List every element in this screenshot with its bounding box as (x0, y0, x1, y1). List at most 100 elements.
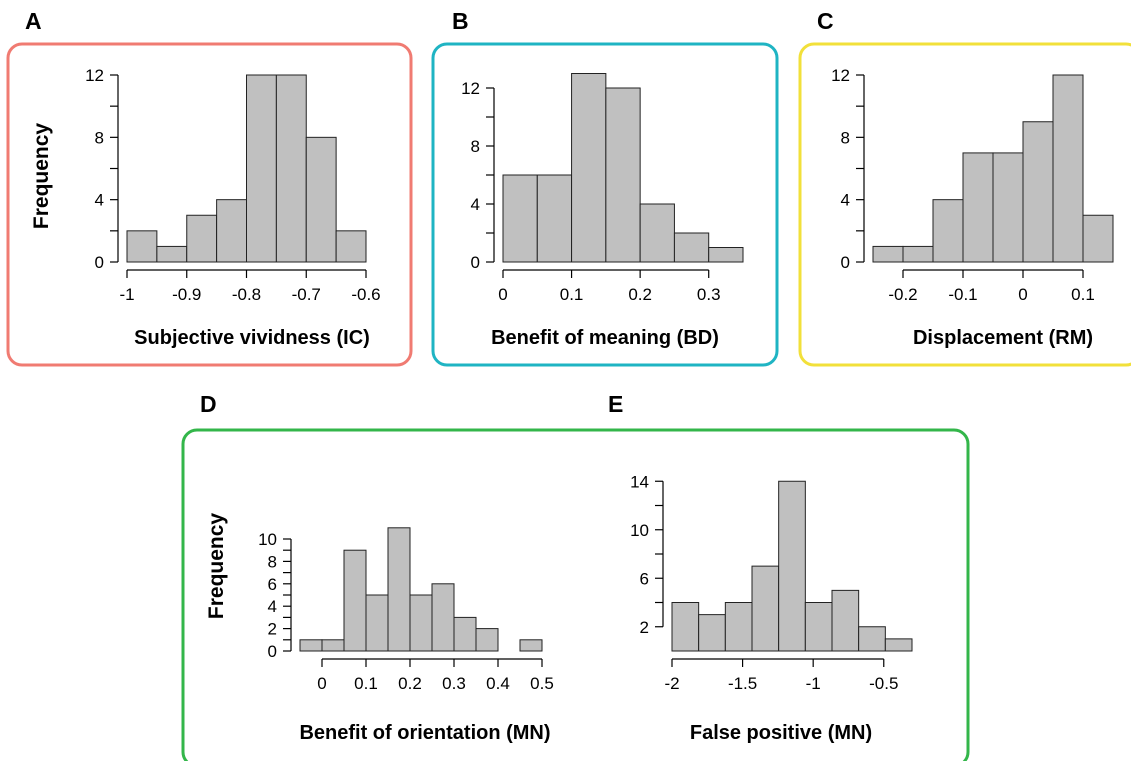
x-tick-label: 0 (1018, 285, 1027, 304)
histogram-subjective-vividness: -1 -0.9 -0.8 -0.7 -0.6 0 4 8 12 Subjective vividn… (30, 66, 381, 349)
histogram-bar (365, 594, 389, 652)
y-tick-label: 2 (640, 618, 649, 637)
x-axis-title: Benefit of orientation (MN) (299, 722, 550, 744)
panel-a-frame (6, 42, 413, 367)
histogram-benefit-of-orientation: 0 0.1 0.2 0.3 0.4 0.5 0 2 4 6 8 10 Benefit of orient… (205, 513, 554, 744)
x-tick-label: 0.3 (442, 674, 466, 693)
histogram-bar (778, 480, 806, 652)
histogram-bar (305, 136, 337, 263)
x-tick-label: -0.6 (351, 285, 380, 304)
histogram-bar (275, 74, 307, 263)
y-tick-label: 12 (85, 66, 104, 85)
histogram-bar (502, 174, 538, 263)
histogram-bar (884, 638, 913, 652)
y-tick-label: 4 (268, 597, 277, 616)
x-tick-label: 0.2 (398, 674, 422, 693)
histogram-bar (831, 589, 860, 652)
histogram-bar (708, 247, 744, 263)
y-tick-label: 12 (831, 66, 850, 85)
histogram-bar (343, 549, 367, 652)
panel-letter-c: C (817, 8, 834, 34)
y-tick-label: 8 (471, 137, 480, 156)
y-tick-label: 2 (268, 620, 277, 639)
x-tick-label: -1.5 (728, 674, 757, 693)
x-tick-label: -0.9 (172, 285, 201, 304)
histogram-bar (475, 628, 499, 652)
x-tick-label: -0.5 (869, 674, 898, 693)
histogram-bar (902, 245, 934, 263)
y-tick-label: 14 (630, 472, 649, 491)
histogram-bar (724, 602, 753, 652)
histogram-bar (932, 199, 964, 263)
y-tick-label: 4 (841, 191, 850, 210)
histogram-bar (751, 565, 780, 652)
x-tick-label: 0 (317, 674, 326, 693)
x-tick-label: -2 (664, 674, 679, 693)
histogram-bar (571, 73, 607, 263)
x-axis-title: Displacement (RM) (913, 327, 1093, 349)
histogram-displacement: -0.2 -0.1 0 0.1 0 4 8 12 Displacement (RM) (831, 66, 1114, 349)
x-axis-title: False positive (MN) (690, 722, 872, 744)
histogram-bar (1052, 74, 1084, 263)
y-tick-label: 6 (640, 569, 649, 588)
histogram-bar (962, 152, 994, 263)
y-tick-label: 0 (471, 253, 480, 272)
histogram-bar (321, 639, 345, 652)
panel-letter-d: D (200, 391, 217, 417)
y-tick-label: 8 (95, 128, 104, 147)
x-tick-label: 0.2 (628, 285, 652, 304)
histogram-bar (519, 639, 543, 652)
y-tick-label: 0 (268, 642, 277, 661)
x-tick-label: -0.1 (948, 285, 977, 304)
panel-letter-b: B (452, 8, 469, 34)
y-tick-label: 10 (258, 530, 277, 549)
histogram-bar (858, 626, 886, 652)
histogram-false-positive: -2 -1.5 -1 -0.5 2 6 10 14 False positive (MN) (630, 472, 913, 744)
histogram-bar (872, 245, 904, 263)
histogram-bar (387, 527, 411, 652)
x-tick-label: 0 (498, 285, 507, 304)
histogram-bar (698, 614, 726, 652)
x-axis-title: Subjective vividness (IC) (134, 327, 370, 349)
y-axis-title: Frequency (205, 513, 228, 620)
y-tick-label: 4 (471, 195, 480, 214)
panel-letter-a: A (25, 8, 42, 34)
x-tick-label: 0.3 (697, 285, 721, 304)
x-tick-label: -0.8 (232, 285, 261, 304)
histogram-bar (453, 616, 477, 652)
histogram-bar (156, 245, 188, 263)
y-tick-label: 6 (268, 575, 277, 594)
histogram-bar (126, 230, 158, 263)
y-tick-label: 10 (630, 521, 649, 540)
x-tick-label: 0.5 (530, 674, 554, 693)
histogram-bar (536, 174, 573, 263)
y-tick-label: 4 (95, 191, 104, 210)
histogram-bar (216, 199, 247, 263)
histogram-benefit-of-meaning: 0 0.1 0.2 0.3 0 4 8 12 Benefit of meaning (BD) (461, 73, 744, 349)
histogram-bar (992, 152, 1024, 263)
histogram-bar (299, 639, 323, 652)
x-axis-title: Benefit of meaning (BD) (491, 327, 719, 349)
x-tick-label: -1 (806, 674, 821, 693)
y-tick-label: 0 (841, 253, 850, 272)
y-tick-label: 12 (461, 79, 480, 98)
panel-b-frame (431, 42, 779, 367)
histogram-bar (409, 594, 433, 652)
y-axis-title: Frequency (30, 123, 53, 230)
histogram-bar (804, 602, 833, 652)
y-tick-label: 8 (841, 128, 850, 147)
panel-c-frame (798, 42, 1131, 367)
y-tick-label: 0 (95, 253, 104, 272)
panel-de-frame (181, 428, 970, 761)
x-tick-label: -0.2 (888, 285, 917, 304)
x-tick-label: 0.4 (486, 674, 510, 693)
histogram-bar (186, 214, 218, 263)
panel-letter-e: E (608, 391, 623, 417)
x-tick-label: 0.1 (1071, 285, 1095, 304)
histogram-bar (431, 583, 455, 652)
x-tick-label: -0.7 (292, 285, 321, 304)
histogram-bar (639, 203, 675, 263)
histogram-bar (335, 230, 367, 263)
histogram-bar (605, 87, 641, 263)
x-tick-label: -1 (119, 285, 134, 304)
